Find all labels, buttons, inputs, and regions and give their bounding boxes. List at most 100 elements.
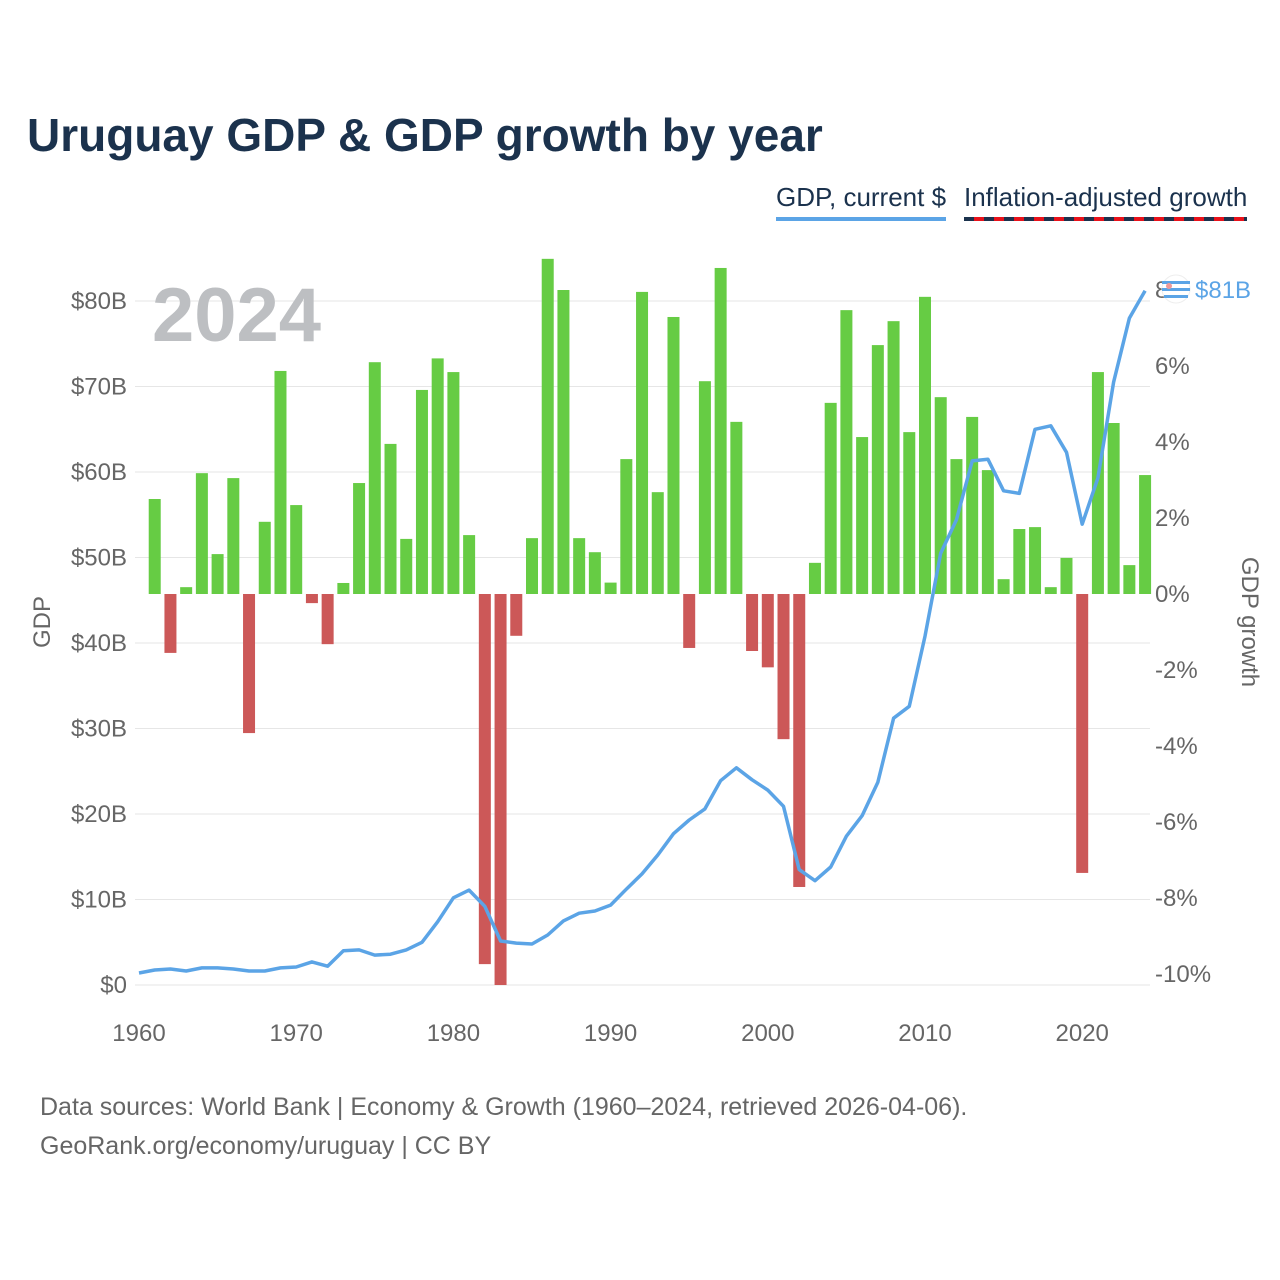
growth-bar-1981: [463, 535, 476, 594]
growth-bar-1988: [573, 538, 586, 594]
gdp-end-label: $81B: [1195, 277, 1251, 304]
right-tick-label: -2%: [1155, 657, 1198, 684]
uruguay-flag-icon: [1161, 274, 1191, 304]
source-link[interactable]: GeoRank.org/economy/uruguay | CC BY: [40, 1132, 492, 1160]
growth-bar-2015: [997, 579, 1010, 594]
growth-bar-2019: [1060, 557, 1073, 594]
growth-bar-1992: [636, 291, 649, 594]
growth-bar-2014: [981, 470, 994, 594]
growth-bar-1973: [337, 582, 350, 594]
growth-bar-1995: [683, 594, 696, 648]
x-tick-label: 2020: [1056, 1020, 1109, 1047]
growth-bar-1984: [510, 594, 523, 636]
right-tick-label: -6%: [1155, 809, 1198, 836]
right-tick-label: 2%: [1155, 505, 1190, 532]
gdp-line: [138, 289, 1147, 975]
growth-bar-1967: [243, 594, 256, 734]
right-axis-label: GDP growth: [1236, 557, 1263, 687]
growth-bar-1962: [164, 594, 177, 653]
growth-bar-1997: [714, 267, 727, 594]
growth-bar-1989: [588, 552, 601, 594]
growth-bar-1971: [305, 594, 318, 604]
growth-bar-2020: [1076, 594, 1089, 873]
left-tick-label: $50B: [71, 545, 127, 572]
year-label: 2024: [152, 273, 322, 358]
growth-bar-2022: [1107, 423, 1120, 594]
data-source: Data sources: World Bank | Economy & Gro…: [40, 1093, 968, 1121]
growth-bar-1972: [321, 594, 334, 645]
left-tick-label: $40B: [71, 630, 127, 657]
growth-bar-2023: [1123, 565, 1136, 594]
growth-bar-2016: [1013, 529, 1026, 594]
growth-bar-2017: [1029, 527, 1042, 594]
left-tick-label: $80B: [71, 288, 127, 315]
x-tick-label: 2000: [741, 1020, 794, 1047]
growth-bar-1998: [730, 421, 743, 594]
left-tick-label: $30B: [71, 716, 127, 743]
legend-gdp[interactable]: GDP, current $: [776, 182, 947, 221]
growth-bar-1976: [384, 443, 397, 594]
left-tick-label: $70B: [71, 374, 127, 401]
left-tick-label: $10B: [71, 887, 127, 914]
legend-growth-label: Inflation-adjusted growth: [964, 182, 1248, 212]
chart-title: Uruguay GDP & GDP growth by year: [27, 109, 823, 161]
growth-bar-2003: [808, 562, 821, 594]
right-tick-label: 6%: [1155, 353, 1190, 380]
right-tick-label: -10%: [1155, 961, 1211, 988]
right-tick-label: 4%: [1155, 429, 1190, 456]
growth-bar-2005: [840, 310, 853, 594]
growth-bar-1961: [148, 499, 161, 594]
growth-bar-1982: [478, 594, 491, 965]
growth-bar-2010: [919, 296, 931, 594]
x-tick-label: 1960: [112, 1020, 165, 1047]
growth-bar-1977: [400, 538, 413, 594]
growth-bar-1983: [494, 594, 507, 986]
growth-bar-2008: [887, 321, 900, 594]
growth-bar-1979: [431, 358, 444, 594]
x-tick-label: 1970: [270, 1020, 323, 1047]
growth-bar-1999: [746, 594, 759, 651]
growth-bar-1968: [258, 521, 271, 594]
right-tick-label: -8%: [1155, 885, 1198, 912]
growth-bar-1963: [180, 587, 193, 594]
growth-bar-1964: [195, 473, 208, 594]
growth-bar-1980: [447, 372, 460, 594]
growth-bar-1985: [526, 538, 538, 594]
legend-growth-swatch: [964, 217, 1248, 221]
growth-bar-1996: [698, 381, 711, 594]
growth-bar-1990: [604, 582, 617, 594]
x-tick-label: 2010: [898, 1020, 951, 1047]
x-tick-label: 1990: [584, 1020, 637, 1047]
growth-bar-2018: [1044, 587, 1057, 594]
growth-bar-1970: [290, 505, 303, 594]
growth-bar-2004: [824, 402, 837, 594]
growth-bar-1969: [274, 370, 287, 594]
growth-bar-2002: [793, 594, 806, 887]
growth-bar-2007: [871, 345, 884, 594]
left-tick-label: $60B: [71, 459, 127, 486]
growth-bar-2012: [950, 459, 963, 594]
legend-growth[interactable]: Inflation-adjusted growth: [964, 182, 1248, 221]
growth-bar-2000: [761, 594, 774, 668]
growth-bar-1987: [557, 290, 570, 594]
growth-bar-1978: [415, 389, 428, 594]
growth-bar-2013: [966, 416, 979, 594]
growth-bar-1974: [353, 483, 366, 594]
left-axis-label: GDP: [29, 596, 56, 648]
growth-bar-2006: [856, 437, 869, 594]
growth-bar-2024: [1139, 475, 1152, 594]
growth-bar-1965: [211, 554, 224, 594]
x-tick-label: 1980: [427, 1020, 480, 1047]
left-tick-label: $0: [100, 972, 127, 999]
growth-bar-2001: [777, 594, 790, 740]
growth-bar-1991: [620, 459, 633, 594]
growth-bar-1966: [227, 478, 240, 594]
axis-ticks: $0 $10B $20B $30B $40B $50B $60B $70B $80B -10% -8…: [71, 277, 1211, 1047]
right-tick-label: 0%: [1155, 581, 1190, 608]
left-tick-label: $20B: [71, 801, 127, 828]
growth-bar-2009: [903, 432, 916, 594]
growth-bars: [148, 258, 1152, 986]
growth-bar-1975: [368, 362, 381, 594]
growth-bar-1994: [667, 316, 680, 594]
